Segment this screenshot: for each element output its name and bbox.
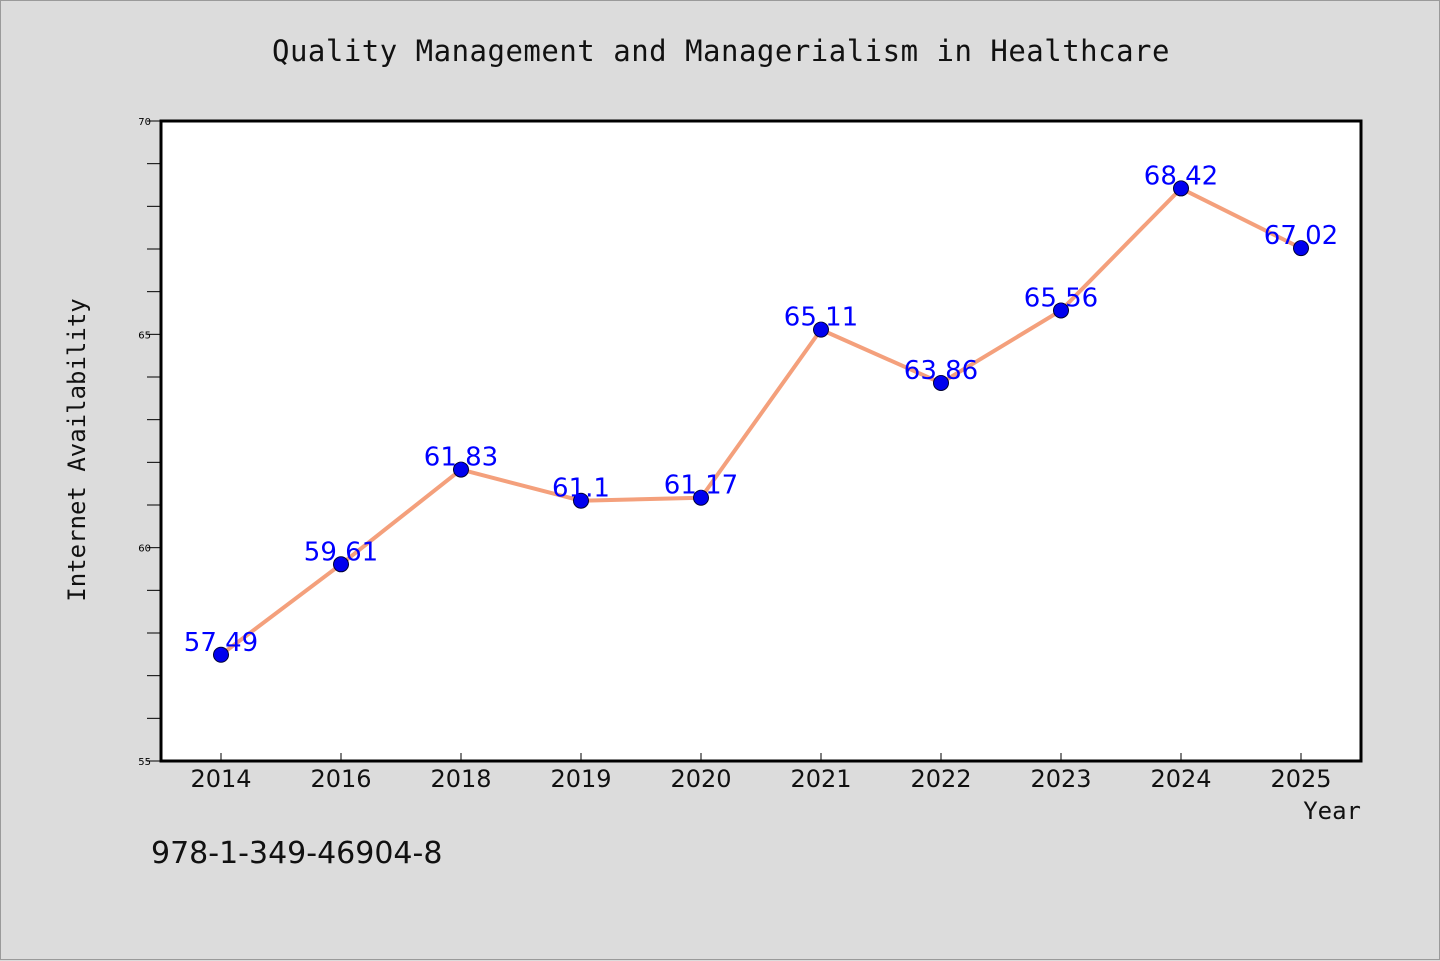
data-label: 61.1 xyxy=(552,474,610,504)
data-label: 63.86 xyxy=(904,356,978,386)
data-label: 59.61 xyxy=(304,537,378,567)
x-tick-label: 2014 xyxy=(190,765,251,793)
x-tick-label: 2024 xyxy=(1150,765,1211,793)
data-point xyxy=(453,461,469,478)
x-tick-label: 2021 xyxy=(790,765,851,793)
y-axis-label: Internet Availability xyxy=(63,298,91,602)
data-markers xyxy=(213,180,1309,663)
data-point xyxy=(573,492,589,509)
data-point xyxy=(693,489,709,506)
data-label: 65.56 xyxy=(1024,283,1098,313)
data-label: 61.17 xyxy=(664,471,738,501)
x-tick-label: 2019 xyxy=(550,765,611,793)
data-point xyxy=(813,321,829,338)
x-tick-label: 2023 xyxy=(1030,765,1091,793)
chart-title: Quality Management and Managerialism in … xyxy=(272,34,1170,68)
data-label: 68.42 xyxy=(1144,161,1218,191)
data-point xyxy=(1293,240,1309,257)
series-line xyxy=(219,186,1303,657)
x-tick-label: 2020 xyxy=(670,765,731,793)
data-label: 61.83 xyxy=(424,443,498,473)
data-point xyxy=(333,556,349,573)
data-label: 67.02 xyxy=(1264,221,1338,251)
data-point xyxy=(933,374,949,391)
y-tick-label: 70 xyxy=(138,117,151,128)
data-labels: 57.49 59.61 61.83 61.1 61.17 65.11 63.86 65.56 6… xyxy=(184,161,1338,657)
y-tick-label: 65 xyxy=(138,330,151,341)
x-tick-label: 2022 xyxy=(910,765,971,793)
data-point xyxy=(1173,180,1189,197)
plot-area xyxy=(159,119,1363,763)
y-tick-label: 55 xyxy=(138,757,151,768)
x-tick-label: 2025 xyxy=(1270,765,1331,793)
data-label: 57.49 xyxy=(184,628,258,658)
x-axis-label: Year xyxy=(1303,797,1361,825)
y-tick-label: 60 xyxy=(138,544,151,555)
isbn-text: 978-1-349-46904-8 xyxy=(151,836,443,871)
x-axis-ticks: 2014 2016 2018 2019 2020 2021 2022 2023 2024 2025 xyxy=(190,753,1332,793)
x-tick-label: 2018 xyxy=(430,765,491,793)
data-point xyxy=(213,646,229,663)
data-label: 65.11 xyxy=(784,303,858,333)
y-axis-ticks: 55 60 65 70 xyxy=(138,117,161,768)
x-tick-label: 2016 xyxy=(310,765,371,793)
data-point xyxy=(1053,302,1069,319)
